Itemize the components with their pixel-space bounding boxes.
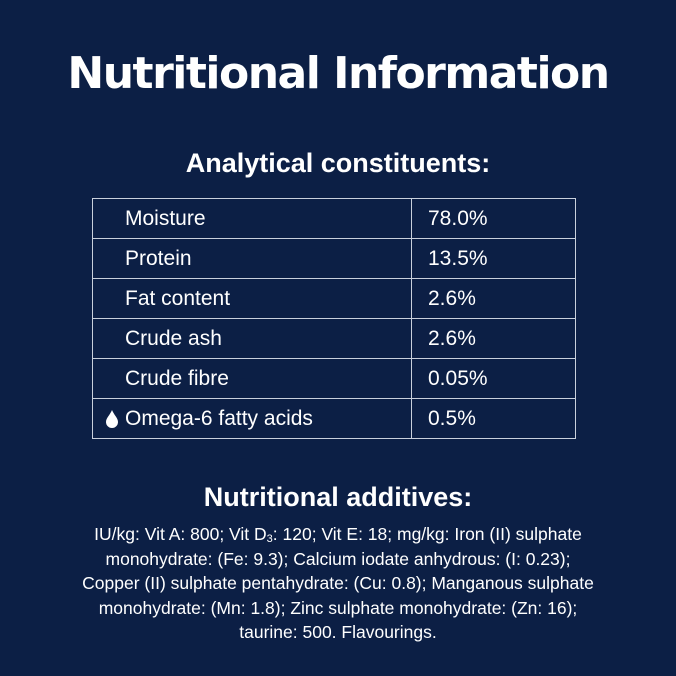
table-row: Crude fibre 0.05% — [92, 358, 576, 399]
additives-text: IU/kg: Vit A: 800; Vit D3: 120; Vit E: 1… — [20, 522, 656, 645]
subscript: 3 — [266, 533, 273, 545]
table-row: Protein 13.5% — [92, 238, 576, 279]
additives-line: Copper (II) sulphate pentahydrate: (Cu: … — [82, 573, 594, 593]
row-value: 78.0% — [411, 198, 576, 239]
page-title: Nutritional Information — [67, 48, 610, 99]
row-label: Crude ash — [92, 318, 412, 359]
table-row: Fat content 2.6% — [92, 278, 576, 319]
additives-line: monohydrate: (Mn: 1.8); Zinc sulphate mo… — [98, 597, 578, 618]
additives-line: monohydrate: (Fe: 9.3); Calcium iodate a… — [105, 548, 571, 569]
analytical-heading: Analytical constituents: — [185, 148, 491, 178]
table-row: Moisture 78.0% — [92, 198, 576, 239]
row-label: Moisture — [92, 198, 412, 239]
row-label: Crude fibre — [92, 358, 412, 399]
row-label: Protein — [92, 238, 412, 279]
table-row: Omega-6 fatty acids 0.5% — [92, 398, 576, 439]
table-row: Crude ash 2.6% — [92, 318, 576, 359]
row-label: Omega-6 fatty acids — [125, 406, 313, 430]
row-value: 2.6% — [411, 278, 576, 319]
additives-text-part: IU/kg: Vit A: 800; Vit D — [94, 524, 267, 544]
additives-line: taurine: 500. Flavourings. — [239, 622, 437, 642]
row-value: 0.05% — [411, 358, 576, 399]
row-label: Fat content — [92, 278, 412, 319]
row-value: 0.5% — [411, 398, 576, 439]
row-value: 2.6% — [411, 318, 576, 359]
additives-heading: Nutritional additives: — [203, 482, 473, 512]
water-drop-icon — [106, 410, 118, 428]
row-label-cell: Omega-6 fatty acids — [92, 398, 412, 439]
additives-text-part: : 120; Vit E: 18; mg/kg: Iron (II) sulph… — [272, 524, 582, 544]
row-value: 13.5% — [411, 238, 576, 279]
analytical-table: Moisture 78.0% Protein 13.5% Fat content 2.… — [92, 198, 576, 439]
additives-line: IU/kg: Vit A: 800; Vit D3: 120; Vit E: 1… — [20, 522, 656, 547]
